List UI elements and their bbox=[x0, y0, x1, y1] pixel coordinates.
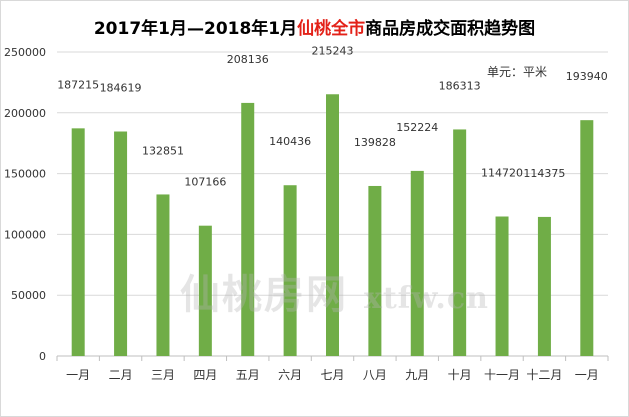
title-highlight: 仙桃全市 bbox=[297, 19, 366, 39]
bar bbox=[156, 194, 170, 356]
y-tick-label: 0 bbox=[39, 350, 46, 363]
bar bbox=[283, 185, 297, 356]
data-label: 186313 bbox=[439, 79, 481, 92]
data-label: 140436 bbox=[269, 135, 311, 148]
y-tick-label: 150000 bbox=[4, 168, 46, 181]
x-tick-label: 四月 bbox=[193, 368, 217, 382]
bar bbox=[580, 120, 594, 356]
bar bbox=[495, 216, 509, 356]
watermark-latin: xtfw.cn bbox=[363, 281, 489, 316]
title-suffix: 商品房成交面积趋势图 bbox=[365, 19, 536, 39]
x-tick-label: 一月 bbox=[66, 368, 90, 382]
x-tick-label: 二月 bbox=[109, 368, 133, 382]
x-tick-label: 六月 bbox=[278, 368, 302, 382]
bar bbox=[114, 131, 128, 356]
x-tick-label: 十一月 bbox=[484, 368, 520, 382]
title-prefix: 2017年1月—2018年1月 bbox=[93, 19, 298, 39]
bar bbox=[241, 102, 255, 357]
data-label: 107166 bbox=[184, 176, 226, 189]
x-tick-label: 一月 bbox=[575, 368, 599, 382]
data-label: 152224 bbox=[396, 121, 438, 134]
y-tick-label: 100000 bbox=[4, 228, 46, 241]
unit-label: 单元：平米 bbox=[487, 65, 548, 79]
bar bbox=[453, 129, 467, 356]
data-label: 187215 bbox=[57, 78, 99, 91]
data-label: 184619 bbox=[100, 82, 142, 95]
bar bbox=[410, 170, 424, 356]
bar bbox=[326, 94, 339, 356]
data-label: 114375 bbox=[523, 167, 565, 180]
data-label: 139828 bbox=[354, 136, 396, 149]
x-tick-label: 五月 bbox=[236, 368, 260, 382]
data-label: 193940 bbox=[566, 70, 608, 83]
x-tick-label: 七月 bbox=[320, 368, 344, 382]
x-tick-label: 九月 bbox=[405, 368, 429, 382]
watermark: 仙桃房网 xtfw.cn bbox=[180, 262, 489, 320]
data-label: 208136 bbox=[227, 53, 269, 66]
y-tick-label: 250000 bbox=[4, 46, 46, 59]
bar bbox=[71, 128, 85, 356]
chart-title: 2017年1月—2018年1月仙桃全市商品房成交面积趋势图 bbox=[0, 14, 629, 39]
data-label: 132851 bbox=[142, 144, 184, 157]
bar bbox=[537, 216, 551, 356]
x-tick-label: 十二月 bbox=[526, 368, 562, 382]
data-label: 215243 bbox=[312, 44, 354, 57]
x-tick-label: 八月 bbox=[363, 368, 387, 382]
bar bbox=[198, 225, 212, 356]
bar bbox=[368, 185, 382, 356]
data-label: 114720 bbox=[481, 167, 523, 180]
y-tick-label: 200000 bbox=[4, 107, 46, 120]
x-tick-label: 三月 bbox=[151, 368, 175, 382]
x-tick-label: 十月 bbox=[448, 368, 472, 382]
watermark-cjk: 仙桃房网 bbox=[180, 271, 348, 318]
y-tick-label: 50000 bbox=[11, 289, 46, 302]
